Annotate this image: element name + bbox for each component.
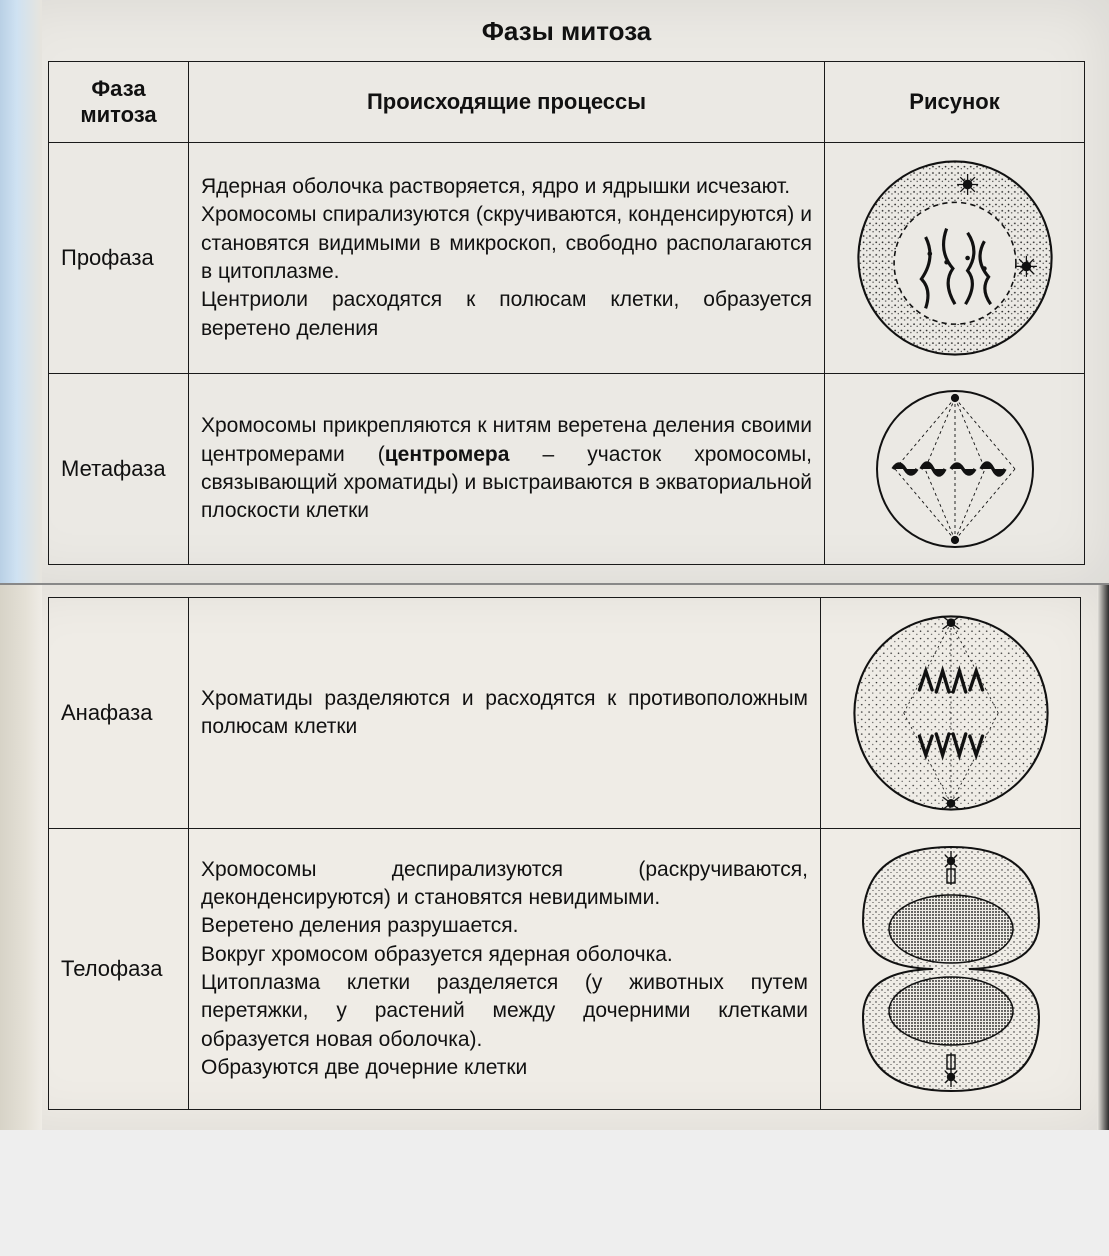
prophase-diagram [850, 153, 1060, 363]
page: Фазы митоза Фаза митоза Происходящие про… [0, 0, 1109, 1130]
process-cell: Хроматиды разделяются и расходятся к про… [189, 598, 821, 829]
phase-cell: Профаза [49, 143, 189, 374]
process-cell: Хромосомы прикрепляются к нитям веретена… [189, 374, 825, 565]
table-row: Анафаза Хроматиды разделяются и расходят… [49, 598, 1081, 829]
col-process-header: Происходящие процессы [189, 62, 825, 143]
figure-cell [825, 143, 1085, 374]
col-figure-header: Рисунок [825, 62, 1085, 143]
process-cell: Хромосомы деспирализуются (раскручивают­… [189, 829, 821, 1110]
figure-cell [821, 829, 1081, 1110]
figure-cell [825, 374, 1085, 565]
anaphase-diagram [846, 608, 1056, 818]
table-row: Профаза Ядерная оболочка растворяется, я… [49, 143, 1085, 374]
table-row: Телофаза Хромосомы деспирализуются (раск… [49, 829, 1081, 1110]
process-cell: Ядерная оболочка растворяется, ядро и яд… [189, 143, 825, 374]
telophase-diagram [846, 839, 1056, 1099]
table-row: Метафаза Хромосомы прикрепляются к нитям… [49, 374, 1085, 565]
mitosis-table-top: Фаза митоза Происходящие процессы Рисуно… [48, 61, 1085, 565]
col-phase-header: Фаза митоза [49, 62, 189, 143]
phase-cell: Телофаза [49, 829, 189, 1110]
table-header-row: Фаза митоза Происходящие процессы Рисуно… [49, 62, 1085, 143]
scan-block-top: Фазы митоза Фаза митоза Происходящие про… [0, 0, 1109, 583]
metaphase-diagram [850, 384, 1060, 554]
mitosis-table-bottom: Анафаза Хроматиды разделяются и расходят… [48, 597, 1081, 1110]
phase-cell: Метафаза [49, 374, 189, 565]
phase-cell: Анафаза [49, 598, 189, 829]
figure-cell [821, 598, 1081, 829]
scan-block-bottom: Анафаза Хроматиды разделяются и расходят… [0, 583, 1109, 1130]
page-title: Фазы митоза [48, 16, 1085, 47]
